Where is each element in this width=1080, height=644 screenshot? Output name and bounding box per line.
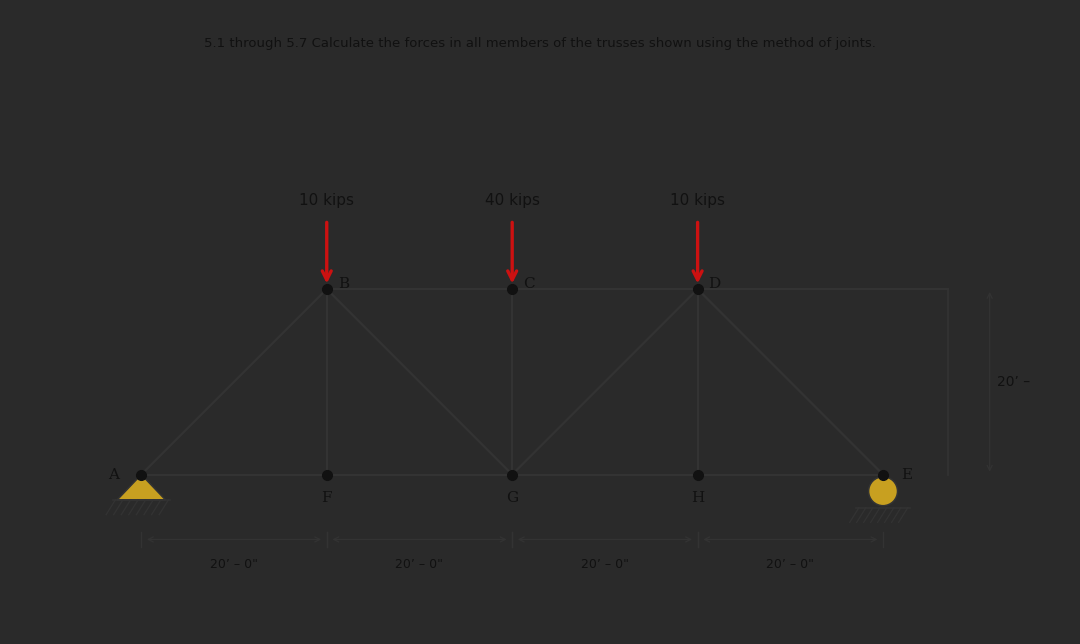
Text: 20’ –: 20’ – xyxy=(997,375,1030,389)
Text: 20’ – 0": 20’ – 0" xyxy=(210,558,258,571)
Text: A: A xyxy=(108,468,119,482)
Text: D: D xyxy=(708,278,720,292)
Text: C: C xyxy=(523,278,535,292)
Text: 10 kips: 10 kips xyxy=(299,193,354,209)
Text: 20’ – 0": 20’ – 0" xyxy=(581,558,629,571)
Text: H: H xyxy=(691,491,704,505)
Text: 20’ – 0": 20’ – 0" xyxy=(767,558,814,571)
Text: E: E xyxy=(901,468,912,482)
Text: 40 kips: 40 kips xyxy=(485,193,540,209)
Text: 20’ – 0": 20’ – 0" xyxy=(395,558,444,571)
Polygon shape xyxy=(118,475,165,500)
Text: F: F xyxy=(322,491,332,505)
Text: B: B xyxy=(338,278,349,292)
Text: 10 kips: 10 kips xyxy=(670,193,725,209)
Text: G: G xyxy=(507,491,518,505)
Circle shape xyxy=(868,477,897,506)
Text: 5.1 through 5.7 Calculate the forces in all members of the trusses shown using t: 5.1 through 5.7 Calculate the forces in … xyxy=(204,37,876,50)
